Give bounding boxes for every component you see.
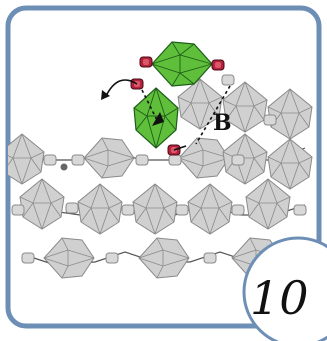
grey-seed-bead [21,252,35,264]
grey-seed-bead [203,252,217,264]
step-number-badge: 10 [242,236,327,341]
grey-seed-bead [168,154,182,166]
callout-label: B [213,110,232,136]
grey-seed-bead [71,154,85,166]
grey-seed-bead [221,74,235,86]
bead-netting [8,74,313,279]
grey-seed-bead [105,252,119,264]
callout-dashed-line [195,85,231,145]
grey-seed-bead [175,204,189,216]
grey-seed-bead [263,114,277,126]
grey-seed-bead [293,204,307,216]
grey-seed-bead [121,204,135,216]
grey-seed-bead [11,204,25,216]
thread-knot [60,163,68,171]
grey-seed-bead [43,154,57,166]
grey-seed-bead [135,154,149,166]
dashed-path-arrow [152,112,164,126]
grey-seed-bead [231,154,245,166]
grey-seed-bead [231,204,245,216]
grey-seed-bead [65,202,79,214]
red-seed-bead [211,59,225,71]
step-number: 10 [250,271,309,325]
thread-path-step [105,79,187,151]
thread-arrow-head [101,90,110,100]
red-seed-bead [139,56,153,68]
